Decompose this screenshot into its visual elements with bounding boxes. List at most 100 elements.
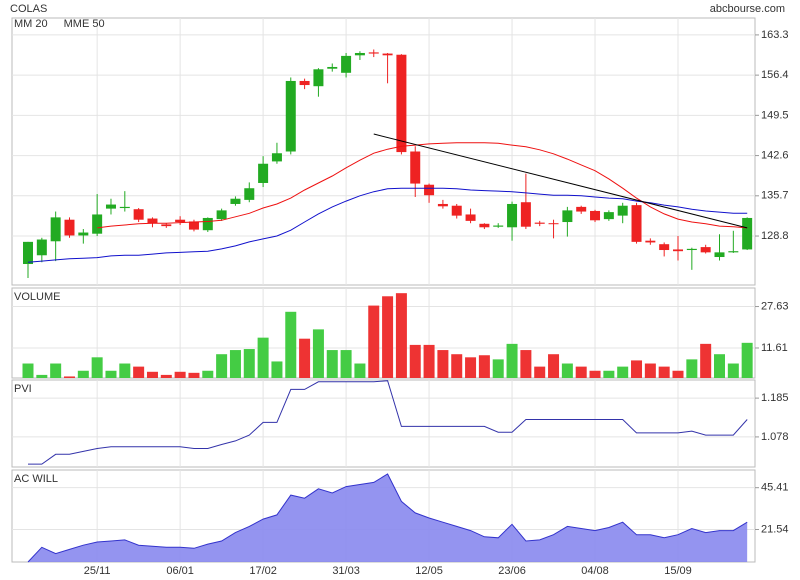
x-tick-label: 06/01 <box>166 565 194 577</box>
pvi-line <box>28 380 748 465</box>
volume-bar <box>478 355 490 378</box>
candle-body <box>23 241 33 265</box>
volume-bar <box>77 370 89 378</box>
x-tick-label: 15/09 <box>664 565 692 577</box>
candle-body <box>230 198 241 204</box>
volume-bar <box>119 363 131 378</box>
volume-bar <box>91 357 103 378</box>
volume-bar <box>50 363 62 378</box>
candle-body <box>175 219 186 223</box>
volume-bar <box>672 370 684 378</box>
volume-bar <box>589 370 601 378</box>
volume-bar <box>548 354 560 378</box>
volume-bar <box>271 361 283 378</box>
candle-body <box>299 80 310 86</box>
candle-body <box>216 210 227 220</box>
candle-body <box>603 212 614 220</box>
candle-body <box>285 80 296 152</box>
candle-body <box>410 151 421 184</box>
candle-body <box>64 219 75 236</box>
candle-body <box>105 204 116 209</box>
indicator-line <box>97 142 748 229</box>
y-tick-label: 149.5 <box>761 109 789 121</box>
volume-bar <box>409 344 421 378</box>
candle-body <box>78 232 89 236</box>
candle-body <box>133 209 144 220</box>
volume-bar <box>686 359 698 378</box>
candle-body <box>451 205 462 216</box>
candle-body <box>548 223 559 225</box>
candle-body <box>659 244 670 251</box>
candle-body <box>534 222 545 224</box>
volume-bar <box>492 359 504 378</box>
volume-bar <box>465 357 477 378</box>
volume-bar <box>285 311 297 378</box>
x-tick-label: 25/11 <box>84 565 111 577</box>
candle-body <box>728 251 739 253</box>
y-tick-label: 1.078 <box>761 431 789 443</box>
y-tick-label: 21.54 <box>761 523 789 535</box>
candle-body <box>354 52 365 56</box>
candle-body <box>396 54 407 153</box>
candle-body <box>700 247 711 253</box>
volume-bar <box>603 370 615 378</box>
legend-label: MME 50 <box>64 18 105 30</box>
candle-body <box>382 53 393 56</box>
volume-bar <box>644 363 656 378</box>
candle-body <box>36 239 47 256</box>
trendline <box>373 133 748 229</box>
candle-body <box>424 184 435 196</box>
volume-bar <box>727 363 739 378</box>
panel-title: VOLUME <box>14 291 60 303</box>
candle-body <box>368 52 379 54</box>
y-tick-label: 45.41 <box>761 482 789 494</box>
legend-label: MM 20 <box>14 18 48 30</box>
candle-body <box>465 214 476 221</box>
volume-bar <box>257 337 269 378</box>
volume-bar <box>368 305 380 378</box>
volume-bar <box>423 344 435 378</box>
panel-title: PVI <box>14 383 32 395</box>
volume-bar <box>22 363 34 378</box>
volume-bar <box>561 363 573 378</box>
volume-bar <box>617 366 629 378</box>
volume-bar <box>299 338 311 378</box>
candle-body <box>119 206 130 209</box>
volume-bar <box>340 350 352 378</box>
volume-bar <box>382 296 394 378</box>
candle-body <box>188 221 199 230</box>
x-tick-label: 23/06 <box>498 565 526 577</box>
candle-body <box>617 205 628 216</box>
volume-bar <box>437 350 449 378</box>
candle-body <box>576 206 587 212</box>
candle-body <box>271 153 282 162</box>
candle-body <box>562 210 573 223</box>
volume-bar <box>216 354 228 378</box>
volume-bar <box>202 370 214 378</box>
area-line <box>27 473 748 563</box>
candle-body <box>202 217 213 231</box>
x-tick-label: 31/03 <box>332 565 360 577</box>
candle-body <box>493 225 504 227</box>
x-tick-label: 17/02 <box>249 565 277 577</box>
volume-bar <box>160 374 172 378</box>
volume-bar <box>146 371 158 378</box>
volume-bar <box>133 366 145 378</box>
y-tick-label: 27.63 <box>761 300 789 312</box>
volume-bar <box>506 343 518 378</box>
volume-bar <box>229 350 241 378</box>
candle-body <box>50 217 61 242</box>
volume-bar <box>520 350 532 378</box>
candle-body <box>161 224 172 227</box>
volume-bar <box>174 371 186 378</box>
chart-title: COLAS <box>10 3 47 15</box>
candle-body <box>507 203 518 228</box>
candle-body <box>590 210 601 221</box>
volume-bar <box>451 354 463 378</box>
candle-body <box>742 217 753 250</box>
volume-bar <box>741 342 753 378</box>
y-tick-label: 142.6 <box>761 149 789 161</box>
candle-body <box>673 249 684 252</box>
y-tick-label: 163.3 <box>761 29 789 41</box>
